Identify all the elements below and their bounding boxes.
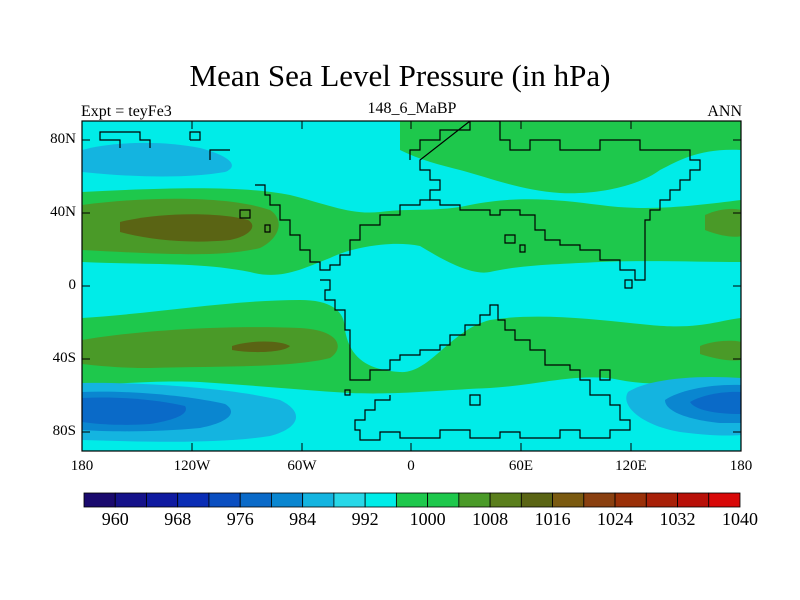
colorbar-swatch — [645, 492, 678, 508]
colorbar-label: 1000 — [409, 509, 446, 529]
colorbar-swatch — [177, 492, 210, 508]
colorbar-label: 1008 — [472, 509, 509, 529]
lat-label-eq: 0 — [68, 277, 77, 293]
colorbar-swatch — [583, 492, 616, 508]
lon-label-120w: 120W — [173, 458, 211, 474]
colorbar-swatch — [708, 492, 741, 508]
colorbar-label: 960 — [101, 509, 129, 529]
colorbar-swatch — [271, 492, 304, 508]
time-slice-label: 148_6_MaBP — [367, 100, 457, 117]
colorbar — [83, 492, 741, 508]
colorbar-swatch — [458, 492, 491, 508]
coastline-islands — [239, 209, 633, 406]
colorbar-label: 1032 — [659, 509, 696, 529]
lon-label-180w: 180 — [70, 458, 94, 474]
lat-label-80n: 80N — [50, 131, 76, 147]
lat-tick-marks — [82, 139, 741, 433]
colorbar-swatch — [364, 492, 397, 508]
colorbar-swatch — [114, 492, 147, 508]
colorbar-swatch — [208, 492, 241, 508]
lat-label-40s: 40S — [52, 350, 76, 366]
colorbar-swatch — [520, 492, 553, 508]
field-darker-south — [232, 341, 290, 353]
coastline-greenland — [99, 131, 230, 160]
lon-tick-marks — [191, 121, 632, 451]
colorbar-swatch — [395, 492, 429, 508]
colorbar-label: 968 — [164, 509, 192, 529]
lat-label-80s: 80S — [52, 423, 76, 439]
colorbar-swatch — [677, 492, 710, 508]
colorbar-label: 1016 — [534, 509, 571, 529]
colorbar-swatch — [146, 492, 179, 508]
colorbar-swatch — [333, 492, 366, 508]
colorbar-label: 984 — [289, 509, 317, 529]
field-low-se-inner — [690, 391, 741, 414]
coastline-laurasia — [409, 121, 701, 281]
colorbar-label: 992 — [351, 509, 379, 529]
field-low-sw-inner — [82, 397, 186, 425]
colorbar-swatch — [614, 492, 647, 508]
field-dark-south — [82, 327, 338, 368]
coastline-north-america-west — [255, 184, 430, 271]
colorbar-label: 1040 — [722, 509, 758, 529]
colorbar-swatch — [489, 492, 522, 508]
colorbar-swatch — [302, 492, 335, 508]
lon-label-180e: 180 — [729, 458, 753, 474]
lon-label-0: 0 — [407, 458, 415, 474]
season-label: ANN — [707, 103, 742, 120]
colorbar-label: 1024 — [597, 509, 634, 529]
lat-label-40n: 40N — [50, 204, 76, 220]
pressure-field — [82, 121, 741, 451]
field-dark-ne — [705, 208, 741, 237]
coastlines — [99, 121, 701, 441]
field-darker-north — [120, 214, 253, 242]
lon-label-120e: 120E — [615, 458, 647, 474]
field-low-north — [82, 142, 232, 177]
lon-label-60w: 60W — [287, 458, 317, 474]
colorbar-swatch — [239, 492, 272, 508]
colorbar-swatch — [552, 492, 585, 508]
lon-label-60e: 60E — [508, 458, 534, 474]
colorbar-swatch — [427, 492, 460, 508]
colorbar-label: 976 — [226, 509, 254, 529]
colorbar-swatch — [83, 492, 116, 508]
field-green-top — [400, 121, 741, 194]
experiment-label: Expt = teyFe3 — [81, 103, 172, 120]
field-dark-se — [700, 340, 741, 361]
plot-title: Mean Sea Level Pressure (in hPa) — [189, 58, 611, 93]
coastline-gondwana — [320, 279, 631, 441]
